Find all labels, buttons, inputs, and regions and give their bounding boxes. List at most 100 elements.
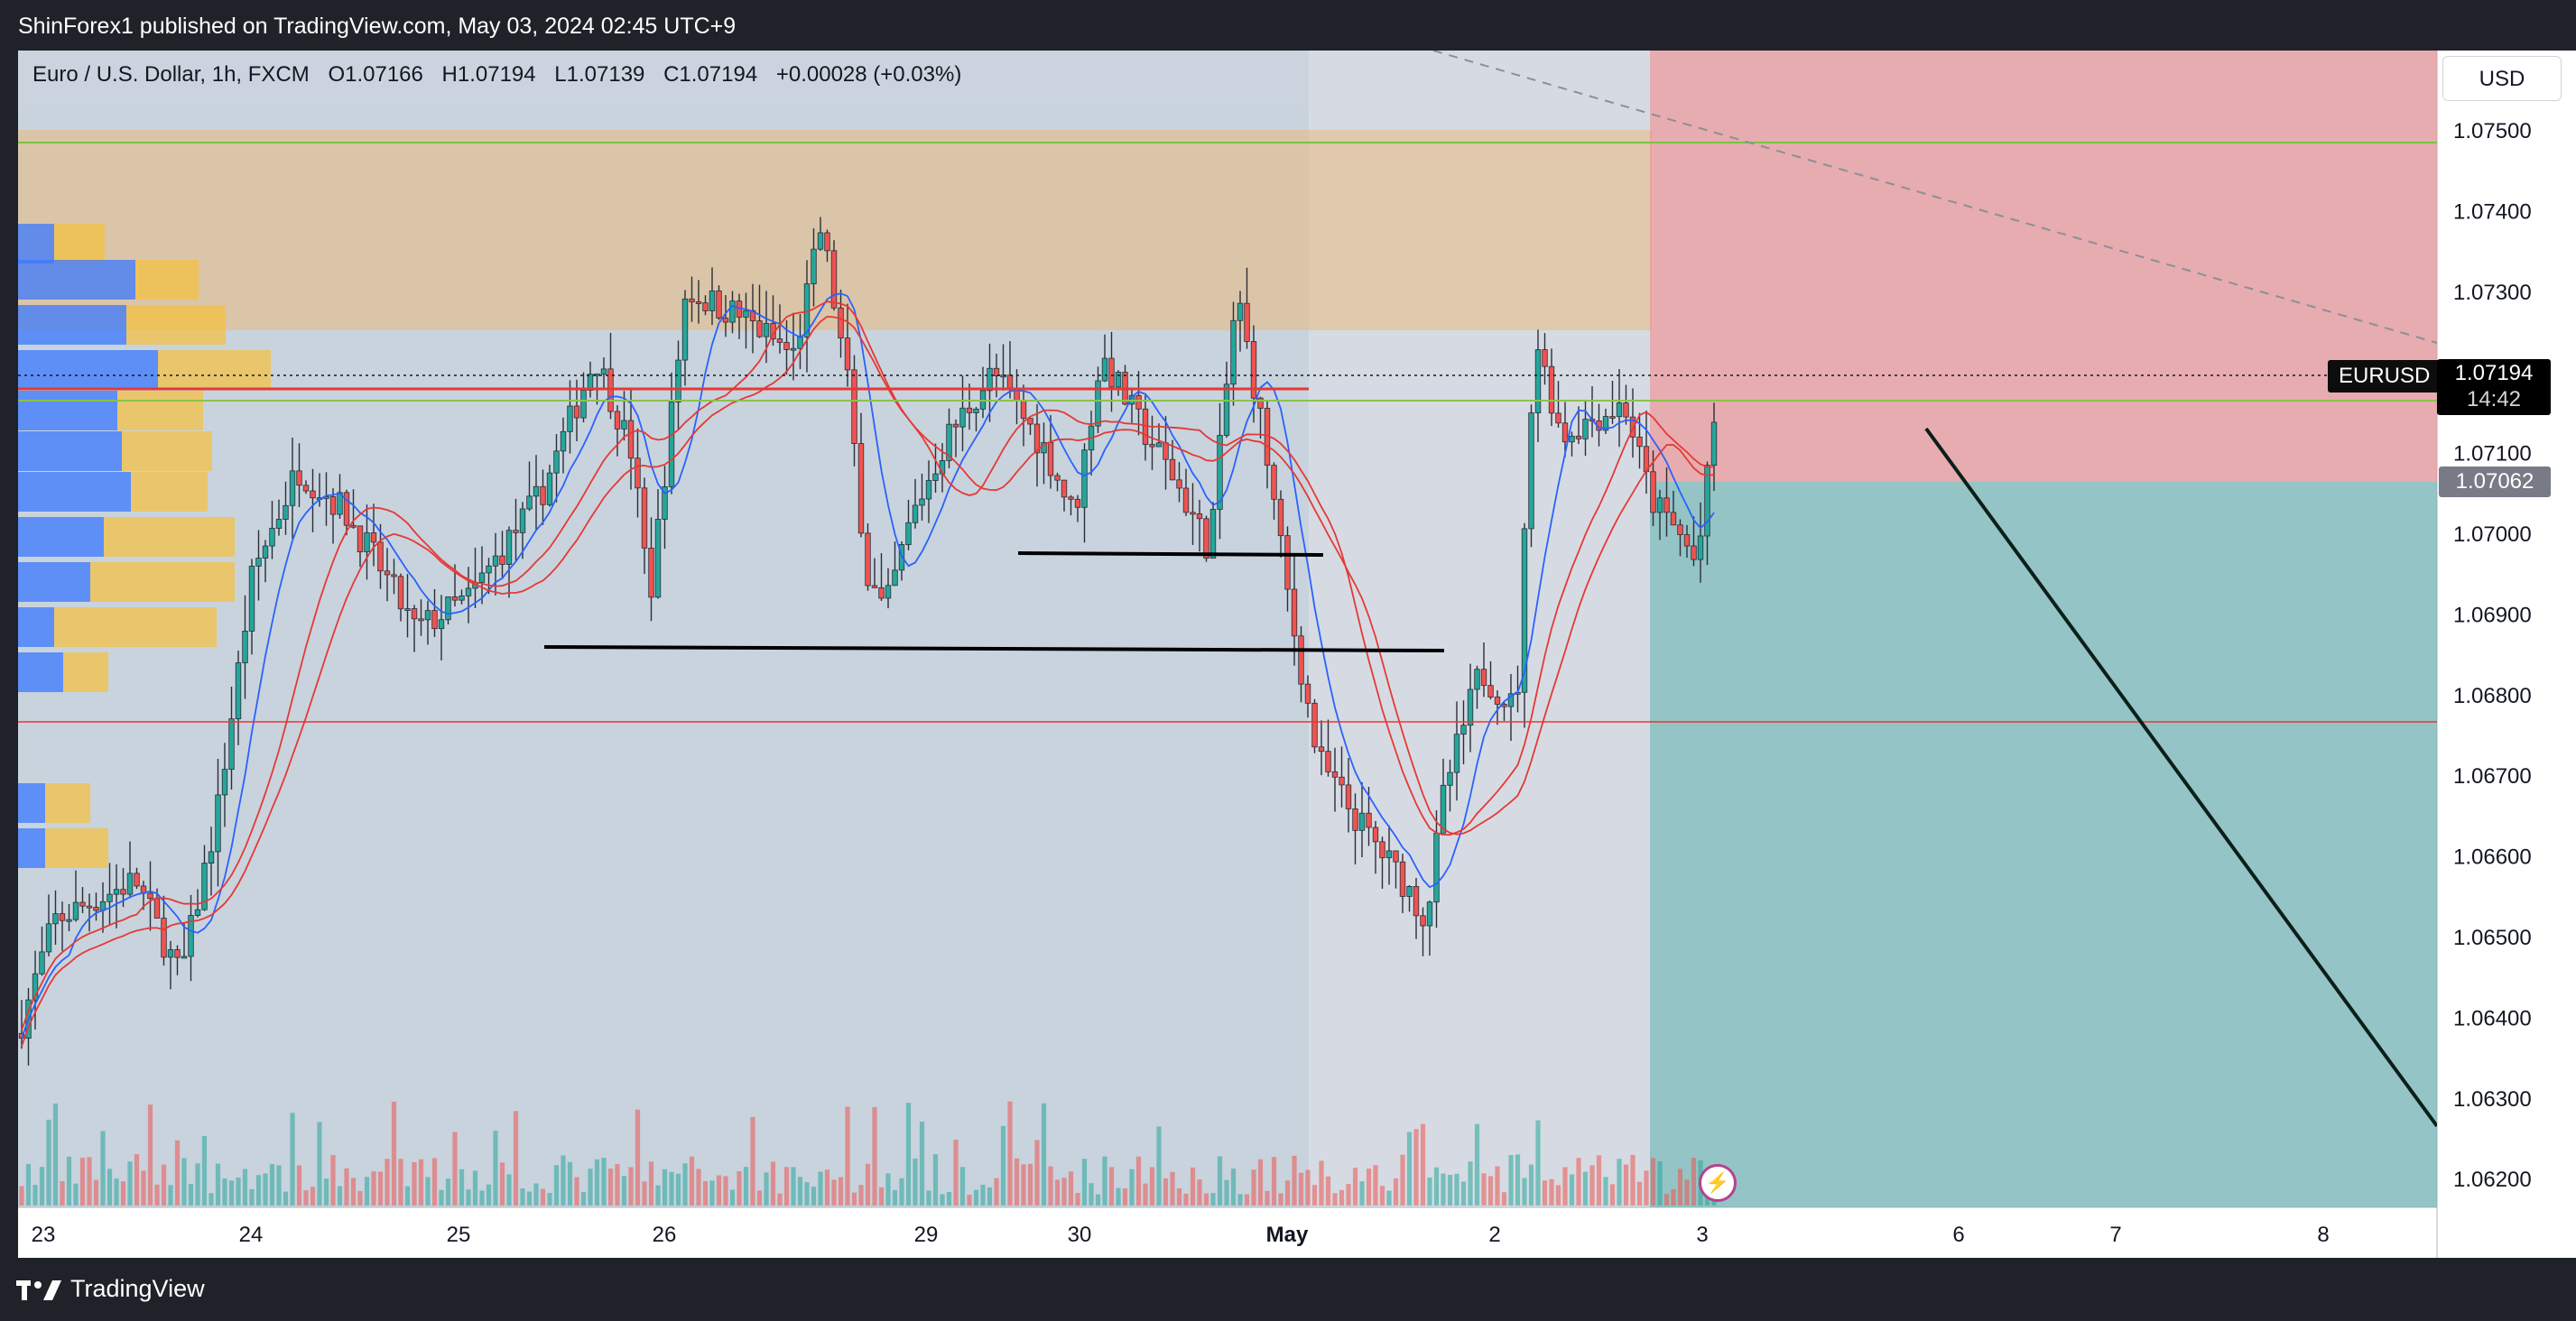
- volume-bar: [79, 1158, 86, 1206]
- dashed-trendline[interactable]: [1432, 51, 2437, 344]
- candle-down: [1244, 302, 1250, 342]
- candle-up: [208, 851, 215, 864]
- candle-up: [188, 915, 194, 957]
- volume-bar: [940, 1194, 945, 1206]
- volume-bar: [1170, 1171, 1175, 1206]
- bolt-icon[interactable]: ⚡: [1699, 1164, 1737, 1202]
- volume-bar: [161, 1164, 167, 1206]
- ma-blue-line[interactable]: [21, 292, 1715, 1039]
- price-tick-label: 1.07400: [2453, 199, 2532, 224]
- volume-bar: [330, 1155, 336, 1206]
- volume-bar: [100, 1131, 106, 1206]
- candle-down: [783, 342, 790, 350]
- volume-profile-row-up: [45, 783, 90, 823]
- volume-bar: [499, 1162, 505, 1206]
- projection-line[interactable]: [1924, 427, 2437, 1128]
- volume-bar: [1657, 1161, 1663, 1206]
- tradingview-brand[interactable]: TradingView: [16, 1275, 205, 1303]
- candle-up: [1697, 535, 1704, 560]
- candle-up: [215, 794, 221, 853]
- volume-bar: [147, 1104, 153, 1206]
- volume-bar: [926, 1190, 931, 1206]
- candle-up: [194, 909, 201, 916]
- volume-bar: [1108, 1167, 1115, 1206]
- candle-up: [1237, 302, 1244, 321]
- volume-bar: [134, 1154, 140, 1206]
- volume-bar: [729, 1189, 736, 1206]
- volume-bar: [1190, 1167, 1196, 1206]
- volume-profile-row-down: [18, 828, 45, 868]
- candle-up: [1710, 421, 1718, 466]
- volume-bar: [1691, 1158, 1697, 1206]
- high-value: H1.07194: [441, 62, 536, 87]
- candle-up: [1115, 372, 1122, 388]
- candle-up: [126, 873, 134, 895]
- candle-down: [1480, 669, 1487, 687]
- volume-bar: [263, 1173, 268, 1206]
- volume-bar: [818, 1171, 823, 1206]
- candle-down: [296, 470, 302, 486]
- publication-header: ShinForex1 published on TradingView.com,…: [0, 0, 2576, 56]
- time-tick-label: 3: [1696, 1223, 1708, 1247]
- candle-down: [1257, 397, 1264, 409]
- candle-up: [1474, 669, 1480, 690]
- volume-bar: [181, 1158, 187, 1206]
- ma-red-line-lower[interactable]: [21, 315, 1715, 1047]
- candle-up: [1081, 449, 1088, 508]
- volume-bar: [398, 1159, 403, 1206]
- price-chart[interactable]: 1.07500 1.07400 1.07300 1.07100 1.07000 1.069…: [0, 0, 2576, 1258]
- candle-up: [1095, 380, 1101, 427]
- volume-bar: [580, 1192, 587, 1206]
- volume-bar: [1562, 1167, 1568, 1206]
- volume-bar: [561, 1155, 566, 1206]
- currency-button[interactable]: USD: [2442, 56, 2562, 101]
- volume-bar: [783, 1167, 790, 1206]
- price-tick-label: 1.07300: [2453, 281, 2532, 305]
- volume-bar: [675, 1173, 681, 1206]
- candle-up: [404, 608, 411, 611]
- take-profit-zone[interactable]: [1650, 482, 2437, 1207]
- volume-bar: [892, 1189, 898, 1206]
- volume-bar: [1135, 1156, 1142, 1206]
- symbol-label[interactable]: Euro / U.S. Dollar, 1h, FXCM: [32, 62, 310, 87]
- candle-up: [478, 572, 486, 583]
- candle-up: [912, 504, 919, 523]
- candle-down: [838, 307, 844, 338]
- candle-up: [919, 498, 925, 506]
- candle-up: [709, 290, 716, 311]
- candle-down: [1196, 513, 1203, 520]
- candle-up: [1528, 412, 1534, 530]
- support-line-long[interactable]: [543, 645, 1445, 652]
- candle-up: [228, 718, 235, 770]
- volume-bar: [1596, 1155, 1602, 1206]
- volume-bar: [1508, 1155, 1514, 1206]
- stop-loss-zone[interactable]: [1650, 51, 2437, 482]
- candle-up: [242, 631, 248, 663]
- volume-bar: [669, 1171, 674, 1206]
- volume-bar: [1346, 1184, 1351, 1206]
- volume-bar: [25, 1164, 32, 1206]
- candle-up: [248, 566, 255, 632]
- candle-down: [147, 892, 153, 900]
- volume-bar: [371, 1171, 376, 1206]
- volume-profile-row-down: [18, 783, 45, 823]
- candle-up: [1426, 901, 1433, 927]
- volume-bar: [1684, 1179, 1690, 1206]
- volume-bar: [1487, 1176, 1494, 1206]
- candle-up: [817, 232, 824, 250]
- candle-countdown: 14:42: [2466, 387, 2522, 411]
- volume-bar: [648, 1161, 654, 1206]
- candle-up: [32, 973, 39, 1001]
- volume-bar: [716, 1175, 722, 1206]
- ma-red-line-upper[interactable]: [21, 300, 1715, 1030]
- candle-down: [174, 948, 181, 958]
- candle-up: [729, 300, 736, 323]
- change-value: +0.00028 (+0.03%): [775, 62, 962, 87]
- volume-bar: [1176, 1188, 1182, 1206]
- volume-bar: [466, 1189, 471, 1206]
- support-line-short[interactable]: [1017, 551, 1324, 557]
- candle-up: [1406, 885, 1413, 897]
- candle-down: [1393, 850, 1399, 863]
- candle-down: [1291, 588, 1298, 637]
- volume-bar: [87, 1157, 92, 1206]
